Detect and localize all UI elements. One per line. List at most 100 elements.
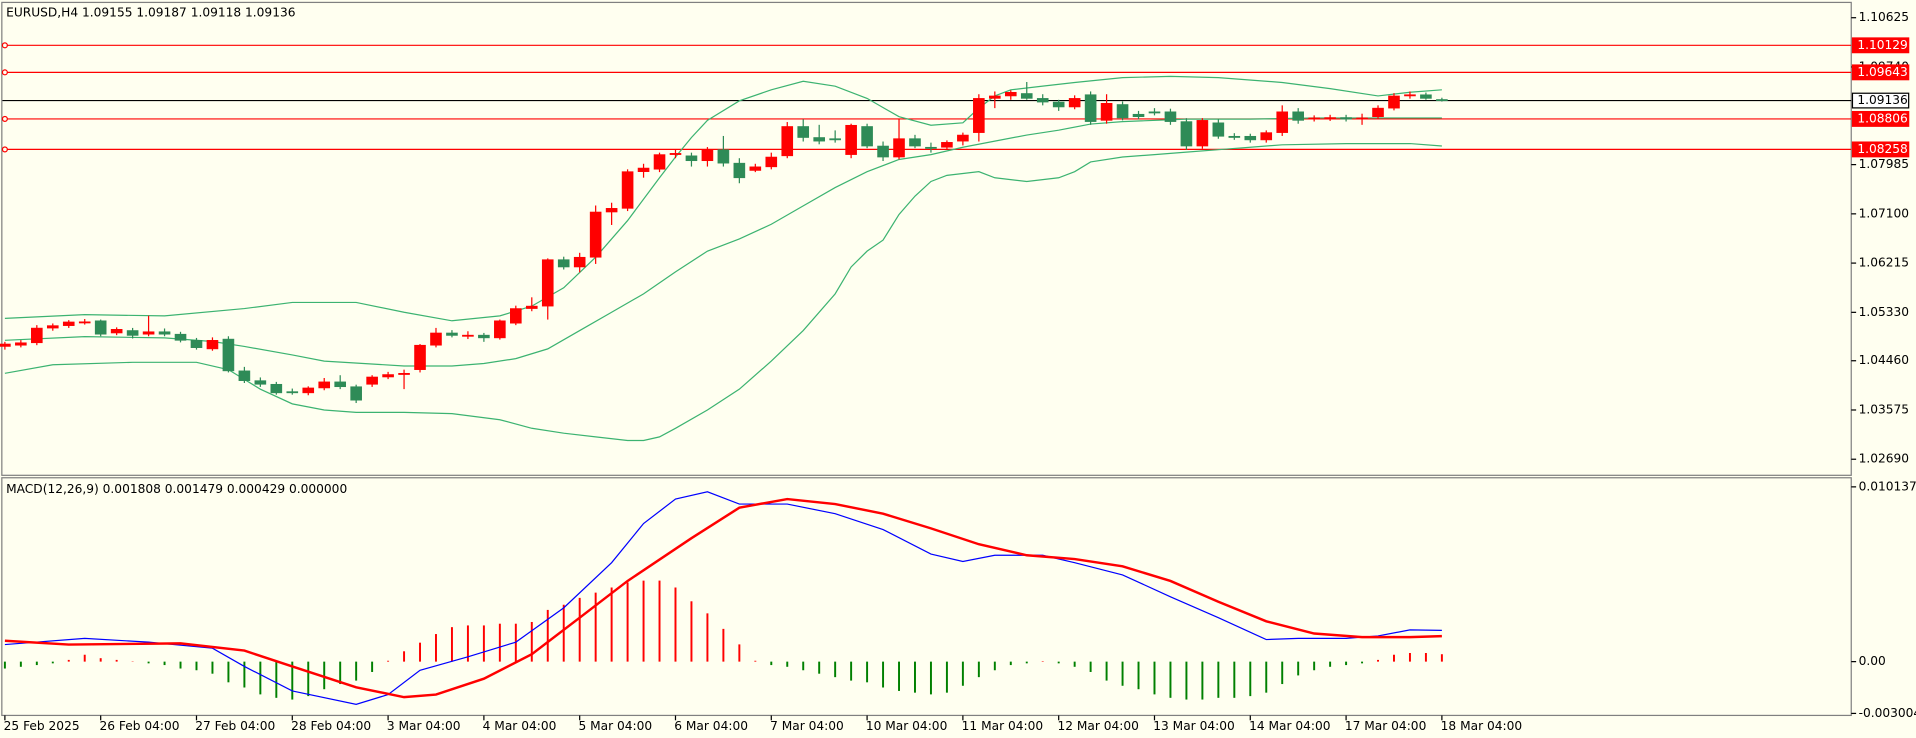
candle-body: [1164, 111, 1177, 122]
candle-body: [1276, 111, 1289, 133]
x-tick-label: 25 Feb 2025: [4, 719, 80, 733]
candle-body: [749, 166, 762, 171]
level-anchor: [1, 42, 8, 49]
candle-body: [845, 124, 857, 155]
candle-body: [1004, 91, 1017, 97]
candle-body: [1100, 102, 1113, 121]
macd-title: MACD(12,26,9) 0.001808 0.001479 0.000429…: [6, 482, 347, 496]
candle-body: [318, 381, 331, 389]
x-tick-label: 17 Mar 04:00: [1345, 719, 1426, 733]
candle-body: [142, 331, 155, 335]
candle-body: [1036, 98, 1049, 103]
candle-body: [334, 381, 346, 388]
candle-body: [62, 321, 75, 326]
y-tick-label: 0.010137: [1859, 479, 1916, 493]
candle-body: [494, 320, 506, 339]
candle-body: [1436, 99, 1448, 102]
candle-body: [525, 305, 538, 309]
candle-body: [1196, 120, 1209, 147]
candle-body: [605, 208, 618, 213]
candle-body: [893, 138, 905, 158]
candle-body: [1132, 113, 1145, 118]
price-level-label: 1.09136: [1857, 93, 1907, 107]
price-level-label: 1.10129: [1857, 38, 1907, 52]
candle-body: [414, 344, 426, 370]
candle-body: [989, 95, 1001, 99]
candle-body: [222, 338, 235, 372]
candle-body: [1260, 132, 1273, 141]
x-tick-label: 3 Mar 04:00: [387, 719, 461, 733]
price-level-label: 1.08258: [1857, 142, 1907, 156]
candle-body: [15, 342, 27, 346]
indicator-line: [4, 117, 1442, 367]
candle-body: [1212, 122, 1225, 137]
candle-body: [941, 142, 953, 148]
candle-body: [781, 126, 794, 157]
y-tick-label: -0.003004: [1859, 706, 1916, 720]
y-tick-label: 1.05330: [1859, 305, 1909, 319]
chart-title: EURUSD,H4 1.09155 1.09187 1.09118 1.0913…: [6, 5, 295, 19]
y-tick-label: 1.07985: [1859, 157, 1909, 171]
x-tick-label: 5 Mar 04:00: [578, 719, 652, 733]
candle-body: [925, 146, 937, 149]
candle-body: [478, 334, 490, 339]
x-tick-label: 6 Mar 04:00: [674, 719, 748, 733]
x-tick-label: 13 Mar 04:00: [1153, 719, 1234, 733]
candle-body: [398, 373, 410, 375]
candle-body: [733, 162, 746, 179]
candle-body: [0, 343, 11, 347]
candle-body: [557, 259, 570, 268]
price-level-label-box: [1851, 64, 1910, 81]
candle-body: [621, 171, 634, 209]
candle-body: [174, 333, 187, 341]
candle-body: [1180, 121, 1193, 147]
candle-body: [366, 376, 378, 385]
indicator-line: [4, 497, 1442, 699]
candle-body: [1292, 111, 1304, 121]
candle-body: [1356, 117, 1368, 120]
candle-body: [797, 126, 810, 138]
macd-panel-frame: [1, 477, 1852, 717]
candle-body: [813, 137, 825, 142]
candle-body: [1388, 95, 1400, 109]
candle-body: [158, 331, 171, 335]
candle-body: [1068, 98, 1081, 108]
candle-body: [877, 145, 889, 158]
candle-body: [669, 153, 682, 155]
candle-body: [462, 334, 474, 337]
candle-body: [94, 320, 107, 335]
x-tick-label: 14 Mar 04:00: [1249, 719, 1330, 733]
candle-body: [254, 380, 267, 385]
x-tick-label: 7 Mar 04:00: [770, 719, 844, 733]
candle-body: [238, 370, 251, 381]
candle-body: [573, 256, 586, 268]
candle-body: [1404, 94, 1416, 97]
candle-body: [973, 98, 985, 133]
y-tick-label: 1.10625: [1859, 10, 1909, 24]
candle-body: [957, 134, 969, 142]
candle-body: [1052, 101, 1065, 108]
y-tick-label: 1.04460: [1859, 353, 1909, 367]
x-tick-label: 12 Mar 04:00: [1057, 719, 1138, 733]
candle-body: [861, 126, 873, 147]
price-level-label-box: [1851, 141, 1910, 158]
candle-body: [829, 138, 841, 141]
candle-body: [685, 155, 698, 162]
candle-body: [1420, 94, 1432, 99]
candle-body: [589, 211, 602, 258]
level-anchor: [1, 69, 8, 76]
candle-body: [1020, 93, 1033, 99]
price-level-label: 1.08806: [1857, 111, 1907, 125]
x-tick-label: 11 Mar 04:00: [962, 719, 1043, 733]
candle-body: [1340, 117, 1352, 120]
candle-body: [270, 383, 283, 394]
candle-body: [31, 327, 43, 344]
candle-body: [1324, 117, 1336, 120]
price-level-label-box: [1851, 92, 1910, 109]
candle-body: [190, 340, 203, 348]
candle-body: [765, 156, 778, 168]
candle-body: [1244, 135, 1257, 141]
candle-body: [110, 329, 123, 334]
